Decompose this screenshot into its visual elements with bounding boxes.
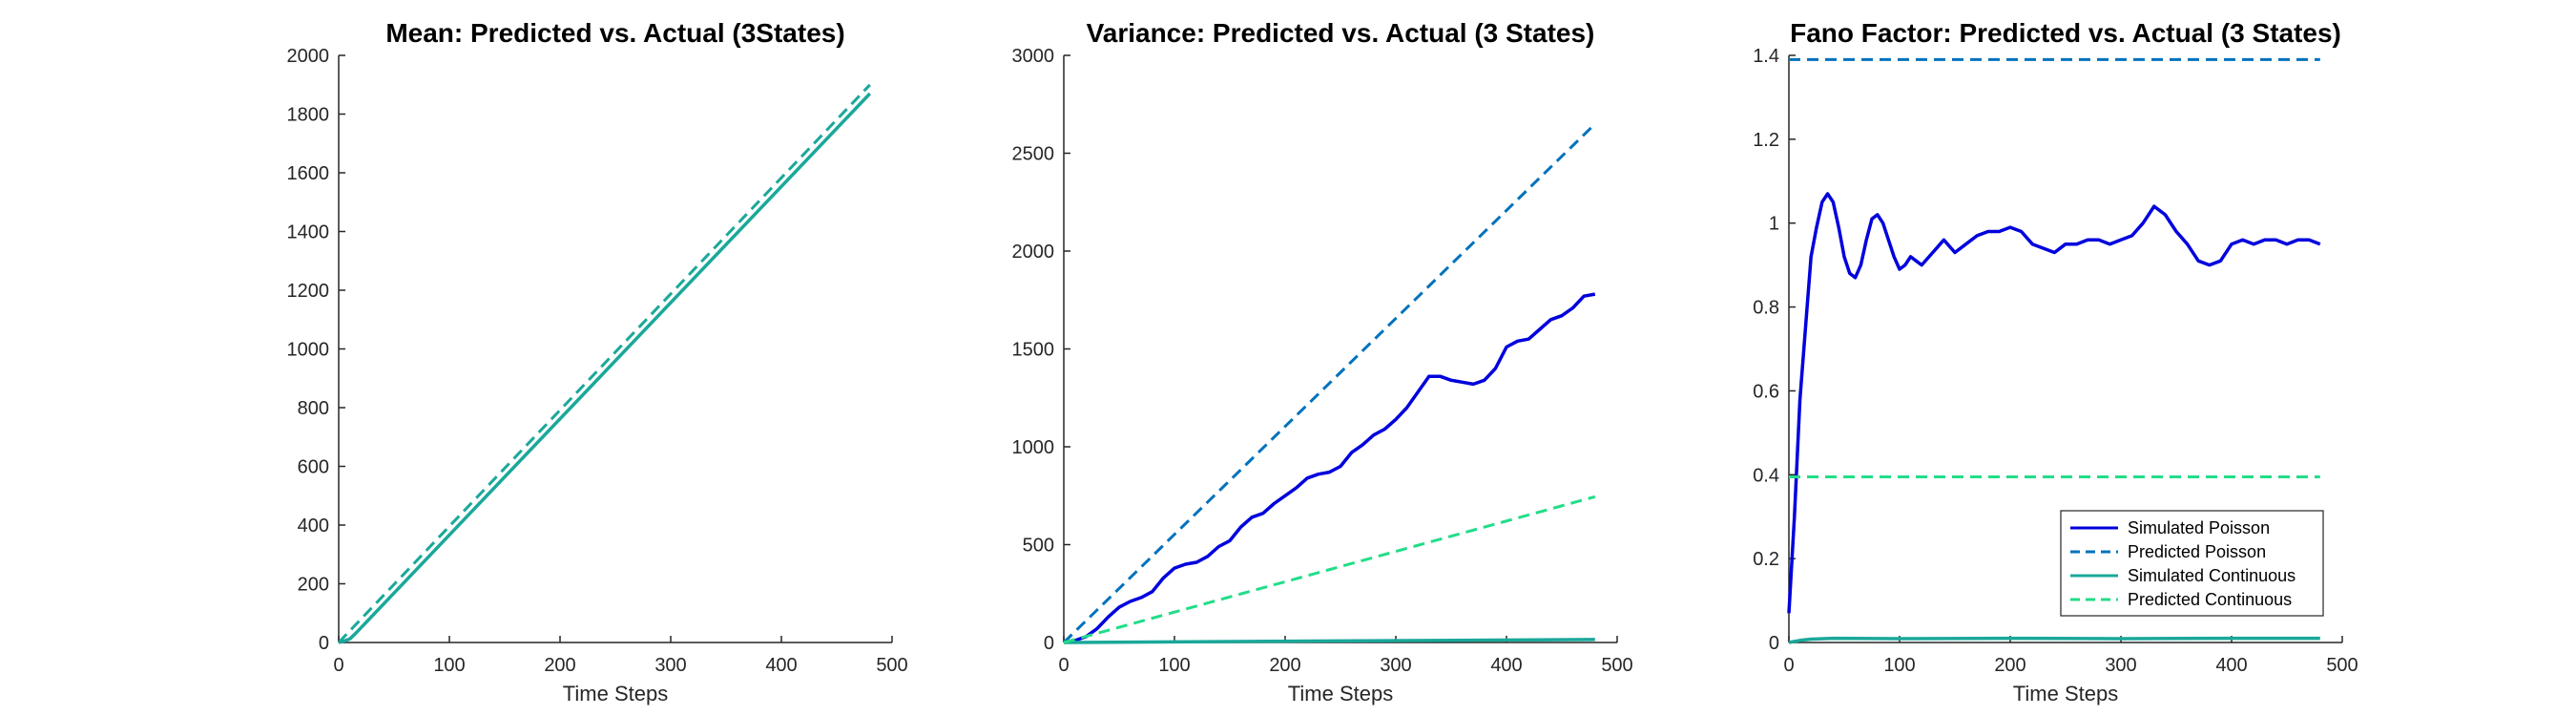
fano-y-tick-label: 0.2 bbox=[1753, 549, 1779, 570]
variance-x-tick-label: 200 bbox=[1269, 655, 1300, 676]
legend-label: Simulated Poisson bbox=[2128, 518, 2270, 537]
fano-chart-title: Fano Factor: Predicted vs. Actual (3 Sta… bbox=[1790, 18, 2341, 48]
mean-x-tick-label: 100 bbox=[433, 655, 465, 676]
fano-factor-chart: 0 100 200 300 400 500 0 0.2 0.4 0.6 0.8 1 1.2 1.4 Fano… bbox=[1753, 18, 2358, 705]
variance-y-tick-label: 1000 bbox=[1012, 437, 1055, 458]
mean-chart-title: Mean: Predicted vs. Actual (3States) bbox=[385, 18, 844, 48]
fano-y-tick-label: 0.4 bbox=[1753, 465, 1779, 486]
fano-x-axis-label: Time Steps bbox=[2013, 682, 2118, 705]
fano-x-tick-label: 100 bbox=[1883, 655, 1915, 676]
fano-y-tick-label: 1.2 bbox=[1753, 130, 1779, 151]
fano-y-tick-label: 1.4 bbox=[1753, 46, 1779, 67]
mean-chart: 0 100 200 300 400 500 0 200 400 600 800 1000 1200 140… bbox=[287, 18, 908, 705]
variance-x-tick-label: 300 bbox=[1380, 655, 1411, 676]
mean-series-0-line bbox=[338, 92, 872, 644]
mean-x-tick-label: 200 bbox=[544, 655, 575, 676]
mean-y-tick-label: 800 bbox=[298, 398, 329, 419]
mean-y-tick-label: 1800 bbox=[287, 105, 330, 126]
legend-label: Predicted Continuous bbox=[2128, 590, 2292, 609]
variance-chart: 0 100 200 300 400 500 0 500 1000 1500 2000 2500 3000… bbox=[1012, 18, 1633, 705]
mean-y-tick-label: 1400 bbox=[287, 222, 330, 243]
mean-y-tick-label: 0 bbox=[319, 633, 329, 654]
mean-y-tick-label: 1600 bbox=[287, 163, 330, 184]
variance-x-tick-label: 100 bbox=[1158, 655, 1190, 676]
mean-y-tick-label: 2000 bbox=[287, 46, 330, 67]
mean-x-tick-label: 400 bbox=[765, 655, 797, 676]
variance-series-2-line bbox=[1063, 638, 1595, 644]
mean-series-1-line bbox=[337, 83, 871, 644]
mean-y-tick-label: 1000 bbox=[287, 340, 330, 361]
variance-chart-title: Variance: Predicted vs. Actual (3 States… bbox=[1087, 18, 1595, 48]
variance-y-tick-label: 2000 bbox=[1012, 242, 1055, 263]
fano-x-tick-label: 200 bbox=[1994, 655, 2025, 676]
variance-y-tick-label: 1500 bbox=[1012, 340, 1055, 361]
mean-x-axis-label: Time Steps bbox=[563, 682, 668, 705]
fano-x-tick-label: 300 bbox=[2105, 655, 2136, 676]
mean-y-tick-label: 1200 bbox=[287, 281, 330, 302]
mean-y-tick-label: 200 bbox=[298, 575, 329, 596]
fano-x-tick-label: 0 bbox=[1783, 655, 1794, 676]
mean-y-tick-label: 400 bbox=[298, 516, 329, 537]
variance-series-3-line bbox=[1063, 495, 1596, 644]
variance-y-tick-label: 3000 bbox=[1012, 46, 1055, 67]
fano-y-tick-label: 1 bbox=[1769, 214, 1779, 235]
fano-series-2-line bbox=[1788, 636, 2320, 644]
variance-series-1-line bbox=[1062, 122, 1596, 644]
variance-x-axis-label: Time Steps bbox=[1288, 682, 1393, 705]
mean-y-tick-label: 600 bbox=[298, 457, 329, 478]
variance-x-tick-label: 400 bbox=[1490, 655, 1522, 676]
variance-y-tick-label: 0 bbox=[1044, 633, 1054, 654]
legend-label: Simulated Continuous bbox=[2128, 566, 2296, 585]
variance-y-tick-label: 2500 bbox=[1012, 144, 1055, 165]
fano-y-tick-label: 0.8 bbox=[1753, 298, 1779, 319]
fano-x-tick-label: 500 bbox=[2326, 655, 2358, 676]
legend-label: Predicted Poisson bbox=[2128, 542, 2266, 561]
legend: Simulated Poisson Predicted Poisson Simula… bbox=[2060, 510, 2324, 617]
mean-x-tick-label: 300 bbox=[654, 655, 686, 676]
mean-x-tick-label: 0 bbox=[333, 655, 343, 676]
variance-series-0-line bbox=[1063, 292, 1596, 644]
fano-series-0-line bbox=[1787, 192, 2321, 614]
fano-y-tick-label: 0.6 bbox=[1753, 381, 1779, 402]
fano-y-tick-label: 0 bbox=[1769, 633, 1779, 654]
variance-y-tick-label: 500 bbox=[1023, 536, 1054, 557]
fano-x-tick-label: 400 bbox=[2215, 655, 2247, 676]
mean-x-tick-label: 500 bbox=[876, 655, 907, 676]
variance-x-tick-label: 500 bbox=[1601, 655, 1632, 676]
variance-x-tick-label: 0 bbox=[1058, 655, 1069, 676]
